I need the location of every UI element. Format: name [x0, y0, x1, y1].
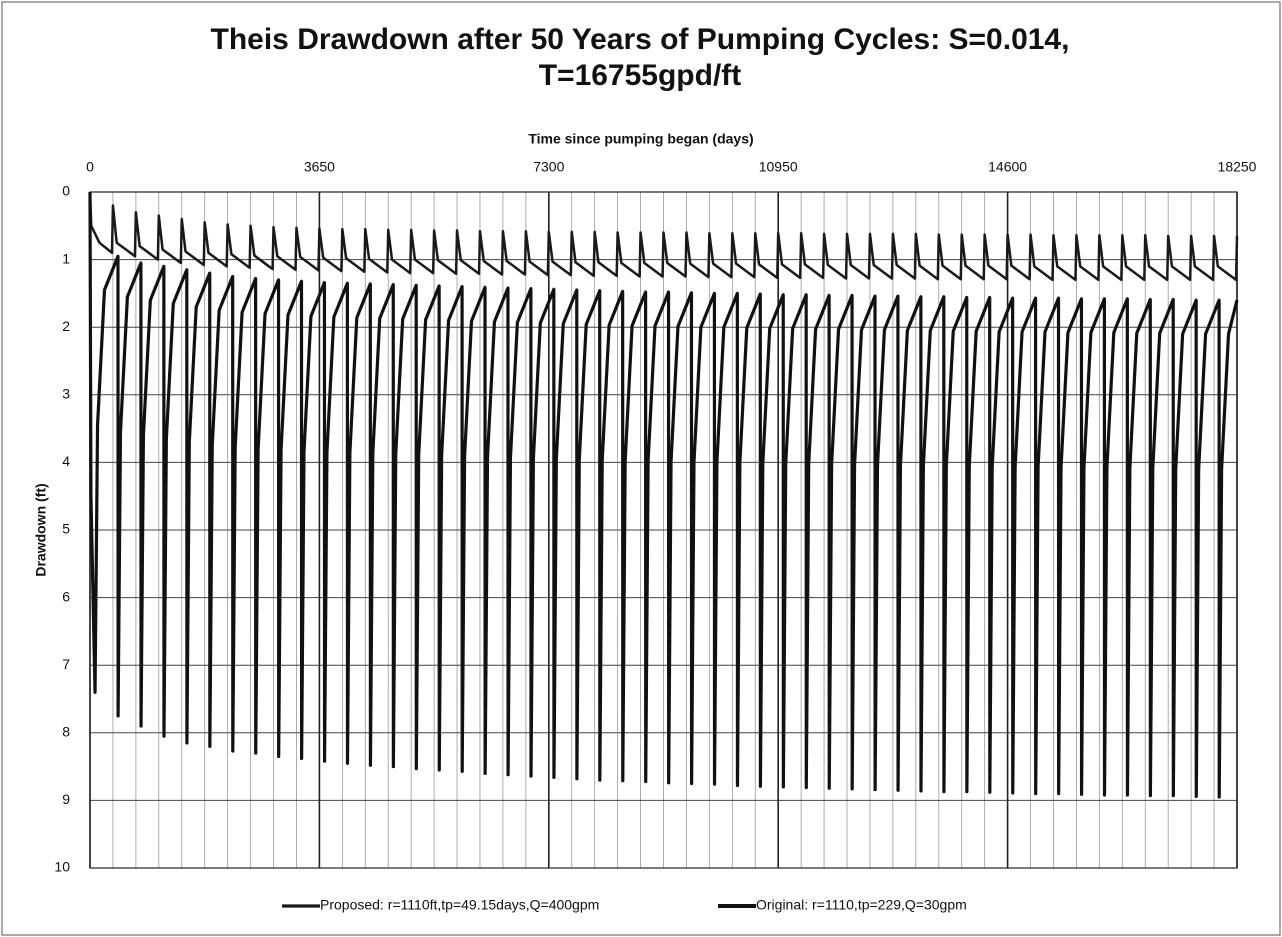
y-axis-label: Drawdown (ft): [33, 483, 49, 576]
legend-label: Original: r=1110,tp=229,Q=30gpm: [756, 897, 967, 913]
y-tick-label: 8: [62, 724, 70, 740]
x-axis-label: Time since pumping began (days): [528, 131, 753, 147]
x-tick-label: 7300: [533, 159, 564, 175]
y-tick-label: 3: [62, 386, 70, 402]
y-tick-label: 5: [62, 521, 70, 537]
plot-frame: [89, 191, 1238, 869]
y-tick-label: 10: [54, 859, 70, 875]
y-tick-label: 0: [62, 183, 70, 199]
y-tick-label: 2: [62, 318, 70, 334]
legend-label: Proposed: r=1110ft,tp=49.15days,Q=400gpm: [320, 897, 599, 913]
chart-title: Theis Drawdown after 50 Years of Pumping…: [210, 23, 1070, 92]
x-tick-label: 18250: [1218, 159, 1257, 175]
x-tick-label: 14600: [988, 159, 1027, 175]
series-line: [88, 191, 1239, 282]
y-tick-label: 7: [62, 656, 70, 672]
x-tick-label: 0: [86, 159, 94, 175]
y-tick-label: 9: [62, 791, 70, 807]
y-tick-label: 6: [62, 588, 70, 604]
series-line: [88, 191, 1239, 799]
x-tick-label: 3650: [304, 159, 335, 175]
y-tick-label: 1: [62, 250, 70, 266]
y-tick-label: 4: [62, 453, 70, 469]
x-tick-label: 10950: [759, 159, 798, 175]
